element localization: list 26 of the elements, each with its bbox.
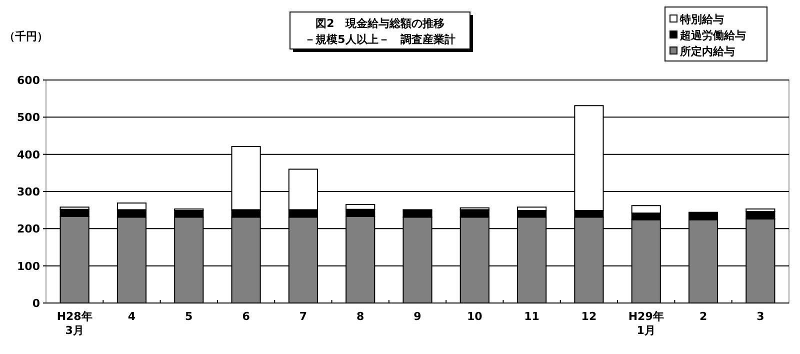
x-tick-label: 10 [467,310,483,323]
legend-label: 特別給与 [679,13,724,26]
y-tick-label: 500 [17,111,40,124]
x-tick-label: 3 [756,310,764,323]
y-tick-label: 100 [17,260,40,273]
legend-label: 超過労働給与 [679,29,746,42]
y-tick-label: 0 [32,297,40,310]
x-tick-label: 5 [185,310,193,323]
y-axis-title: （千円） [4,30,48,43]
y-tick-label: 400 [17,148,40,162]
x-tick-label: H29年 1月 [628,310,664,337]
chart-subtitle: －規模5人以上－ 調査産業計 [304,33,456,46]
x-tick-label: H28年 3月 [56,310,92,337]
x-tick-label: 11 [524,310,540,323]
x-tick-label: 7 [299,310,308,323]
x-tick-label: 4 [128,310,136,323]
x-tick-label: 8 [356,310,364,323]
y-tick-label: 300 [17,186,40,198]
y-tick-label: 200 [17,222,40,236]
x-tick-label: 6 [242,310,250,323]
x-tick-label: 12 [581,310,597,323]
x-tick-label: 9 [414,310,422,323]
y-tick-label: 600 [17,74,40,87]
legend-label: 所定内給与 [679,45,735,58]
x-tick-label: 2 [699,310,708,323]
chart-title: 図2 現金給与総額の推移 [316,17,444,30]
